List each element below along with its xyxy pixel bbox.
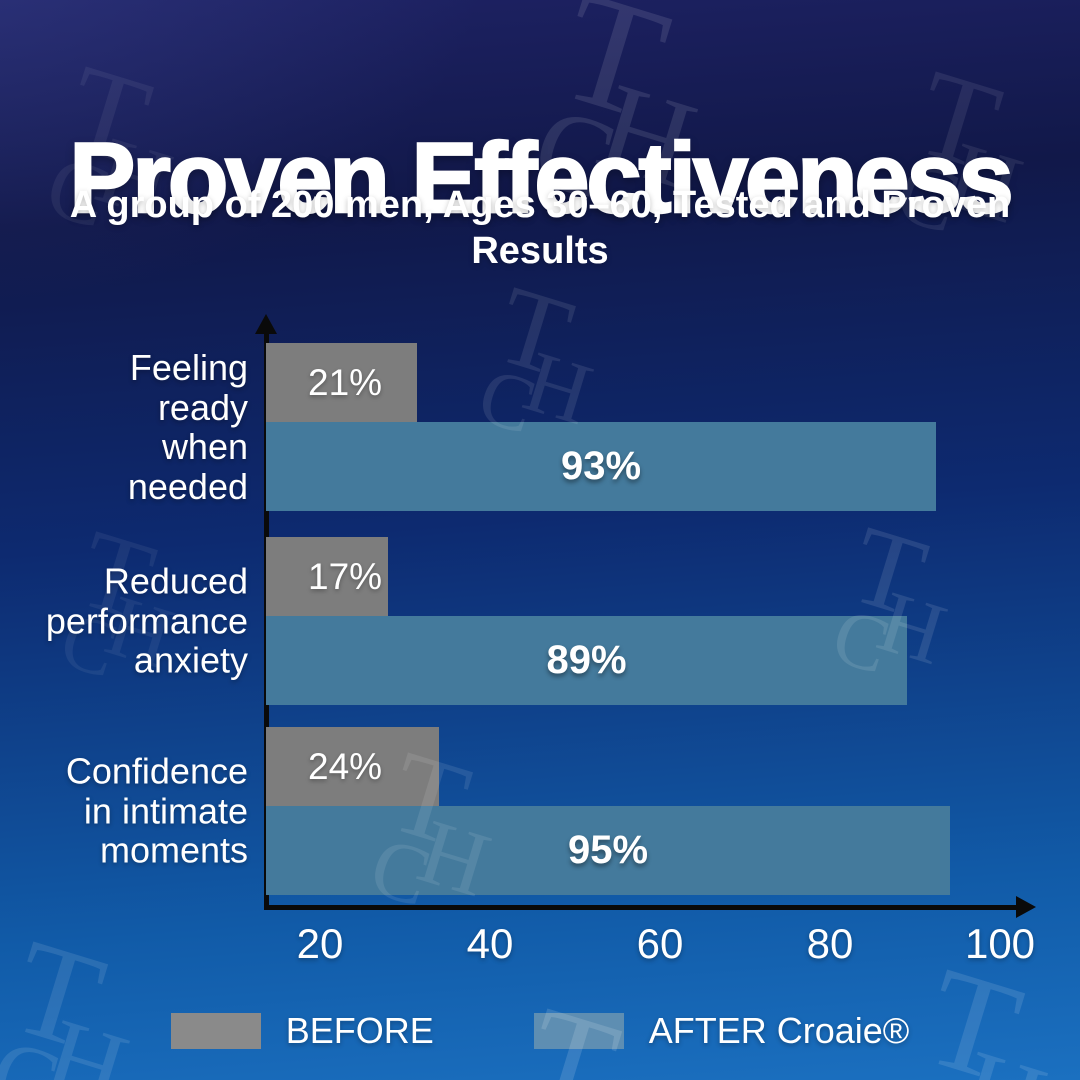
legend-swatch-after [533,1013,624,1049]
bar-after-2: 95% [266,806,950,895]
category-label: Feeling ready when needed [127,346,248,507]
legend-item-before: BEFORE [170,1010,434,1052]
category-label: Confidence in intimate moments [65,750,248,871]
page-title: Proven Effectiveness [68,122,1015,234]
bar-value-label: 21% [308,361,383,403]
x-tick-label: 40 [466,920,514,967]
page-subtitle: A group of 200 men, Ages 30–60, Tested a… [69,184,1011,272]
bar-value-label: 17% [308,555,383,597]
x-tick-label: 60 [636,920,684,967]
x-axis-line [264,905,1020,910]
legend-label-before: BEFORE [285,1010,434,1051]
category-label: Reduced performance anxiety [45,560,248,681]
chart-legend: BEFORE AFTER Croaie® [0,1010,1080,1052]
x-tick-label: 100 [964,920,1036,967]
legend-label-after: AFTER Croaie® [648,1010,910,1051]
bar-value-label: 24% [308,745,383,787]
legend-swatch-before [170,1013,261,1049]
y-axis-arrow-icon [255,314,277,334]
bar-value-label: 89% [546,638,627,682]
legend-item-after: AFTER Croaie® [533,1010,910,1052]
x-axis-arrow-icon [1016,896,1036,918]
bar-after-0: 93% [266,422,936,511]
bar-before-1: 17% [266,537,388,616]
bar-before-2: 24% [266,727,439,806]
x-tick-label: 20 [296,920,344,967]
bar-before-0: 21% [266,343,417,422]
bar-after-1: 89% [266,616,907,705]
bar-value-label: 93% [560,444,642,488]
x-tick-label: 80 [806,920,854,967]
bar-value-label: 95% [567,828,649,872]
